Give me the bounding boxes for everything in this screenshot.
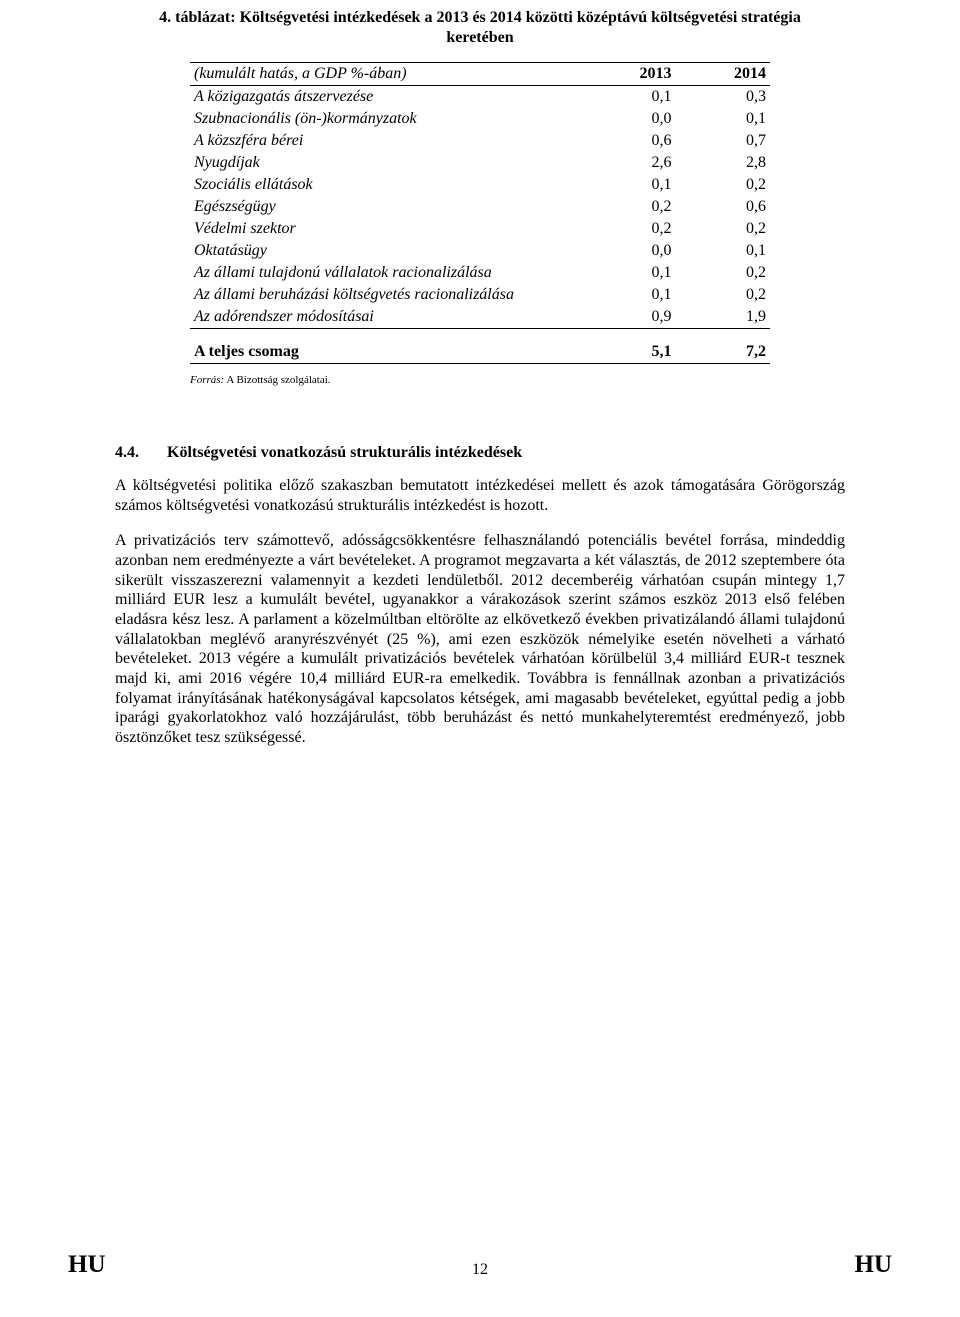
row-val-2013: 0,1 xyxy=(581,262,675,284)
row-label: Az állami beruházási költségvetés racion… xyxy=(190,284,581,306)
table-total-row: A teljes csomag 5,1 7,2 xyxy=(190,341,770,364)
table-row: A közigazgatás átszervezése 0,1 0,3 xyxy=(190,86,770,109)
row-label: Egészségügy xyxy=(190,196,581,218)
table-title-line1: 4. táblázat: Költségvetési intézkedések … xyxy=(159,9,801,26)
table-row: A közszféra bérei 0,6 0,7 xyxy=(190,130,770,152)
section-title: Költségvetési vonatkozású strukturális i… xyxy=(167,444,522,462)
total-label: A teljes csomag xyxy=(190,341,581,364)
row-val-2014: 0,2 xyxy=(676,174,770,196)
footer-left: HU xyxy=(68,1251,106,1279)
table-header-row: (kumulált hatás, a GDP %-ában) 2013 2014 xyxy=(190,63,770,86)
table-row: Az adórendszer módosításai 0,9 1,9 xyxy=(190,306,770,329)
total-2014: 7,2 xyxy=(676,341,770,364)
table-row: Szociális ellátások 0,1 0,2 xyxy=(190,174,770,196)
row-label: Oktatásügy xyxy=(190,240,581,262)
page: 4. táblázat: Költségvetési intézkedések … xyxy=(0,0,960,1317)
row-val-2014: 0,6 xyxy=(676,196,770,218)
header-year-2013: 2013 xyxy=(581,63,675,86)
section-number: 4.4. xyxy=(115,444,139,462)
table-row: Az állami beruházási költségvetés racion… xyxy=(190,284,770,306)
table-row: Oktatásügy 0,0 0,1 xyxy=(190,240,770,262)
table-row: Egészségügy 0,2 0,6 xyxy=(190,196,770,218)
source-text: A Bizottság szolgálatai. xyxy=(224,374,330,386)
total-2013: 5,1 xyxy=(581,341,675,364)
row-label: A közigazgatás átszervezése xyxy=(190,86,581,109)
row-val-2014: 0,1 xyxy=(676,240,770,262)
row-val-2013: 0,0 xyxy=(581,240,675,262)
row-val-2014: 0,2 xyxy=(676,284,770,306)
row-val-2013: 0,1 xyxy=(581,86,675,109)
paragraph-1: A költségvetési politika előző szakaszba… xyxy=(115,476,845,515)
row-val-2014: 0,2 xyxy=(676,218,770,240)
table-row: Nyugdíjak 2,6 2,8 xyxy=(190,152,770,174)
row-val-2014: 0,2 xyxy=(676,262,770,284)
table-title: 4. táblázat: Költségvetési intézkedések … xyxy=(115,8,845,48)
source-label: Forrás: xyxy=(190,374,224,386)
table-row: Védelmi szektor 0,2 0,2 xyxy=(190,218,770,240)
row-val-2014: 0,7 xyxy=(676,130,770,152)
row-label: Nyugdíjak xyxy=(190,152,581,174)
row-label: Szociális ellátások xyxy=(190,174,581,196)
row-val-2013: 0,6 xyxy=(581,130,675,152)
row-val-2014: 2,8 xyxy=(676,152,770,174)
footer-page-number: 12 xyxy=(472,1261,488,1279)
row-val-2014: 0,3 xyxy=(676,86,770,109)
row-val-2013: 0,2 xyxy=(581,218,675,240)
table-title-line2: keretében xyxy=(446,29,513,46)
table-row: Az állami tulajdonú vállalatok racionali… xyxy=(190,262,770,284)
table-row: Szubnacionális (ön-)kormányzatok 0,0 0,1 xyxy=(190,108,770,130)
row-val-2013: 2,6 xyxy=(581,152,675,174)
row-val-2014: 1,9 xyxy=(676,306,770,329)
row-val-2013: 0,1 xyxy=(581,174,675,196)
row-val-2013: 0,9 xyxy=(581,306,675,329)
row-label: Szubnacionális (ön-)kormányzatok xyxy=(190,108,581,130)
header-year-2014: 2014 xyxy=(676,63,770,86)
row-label: Az adórendszer módosításai xyxy=(190,306,581,329)
header-label: (kumulált hatás, a GDP %-ában) xyxy=(190,63,581,86)
row-val-2013: 0,1 xyxy=(581,284,675,306)
spacer-row xyxy=(190,329,770,342)
section-heading: 4.4. Költségvetési vonatkozású strukturá… xyxy=(115,444,845,462)
row-val-2014: 0,1 xyxy=(676,108,770,130)
row-label: Az állami tulajdonú vállalatok racionali… xyxy=(190,262,581,284)
paragraph-2: A privatizációs terv számottevő, adósság… xyxy=(115,531,845,747)
row-val-2013: 0,0 xyxy=(581,108,675,130)
table-source: Forrás: A Bizottság szolgálatai. xyxy=(190,374,770,386)
budget-table: (kumulált hatás, a GDP %-ában) 2013 2014… xyxy=(190,62,770,364)
row-val-2013: 0,2 xyxy=(581,196,675,218)
page-footer: HU 12 HU xyxy=(0,1251,960,1279)
footer-right: HU xyxy=(855,1251,893,1279)
row-label: A közszféra bérei xyxy=(190,130,581,152)
row-label: Védelmi szektor xyxy=(190,218,581,240)
